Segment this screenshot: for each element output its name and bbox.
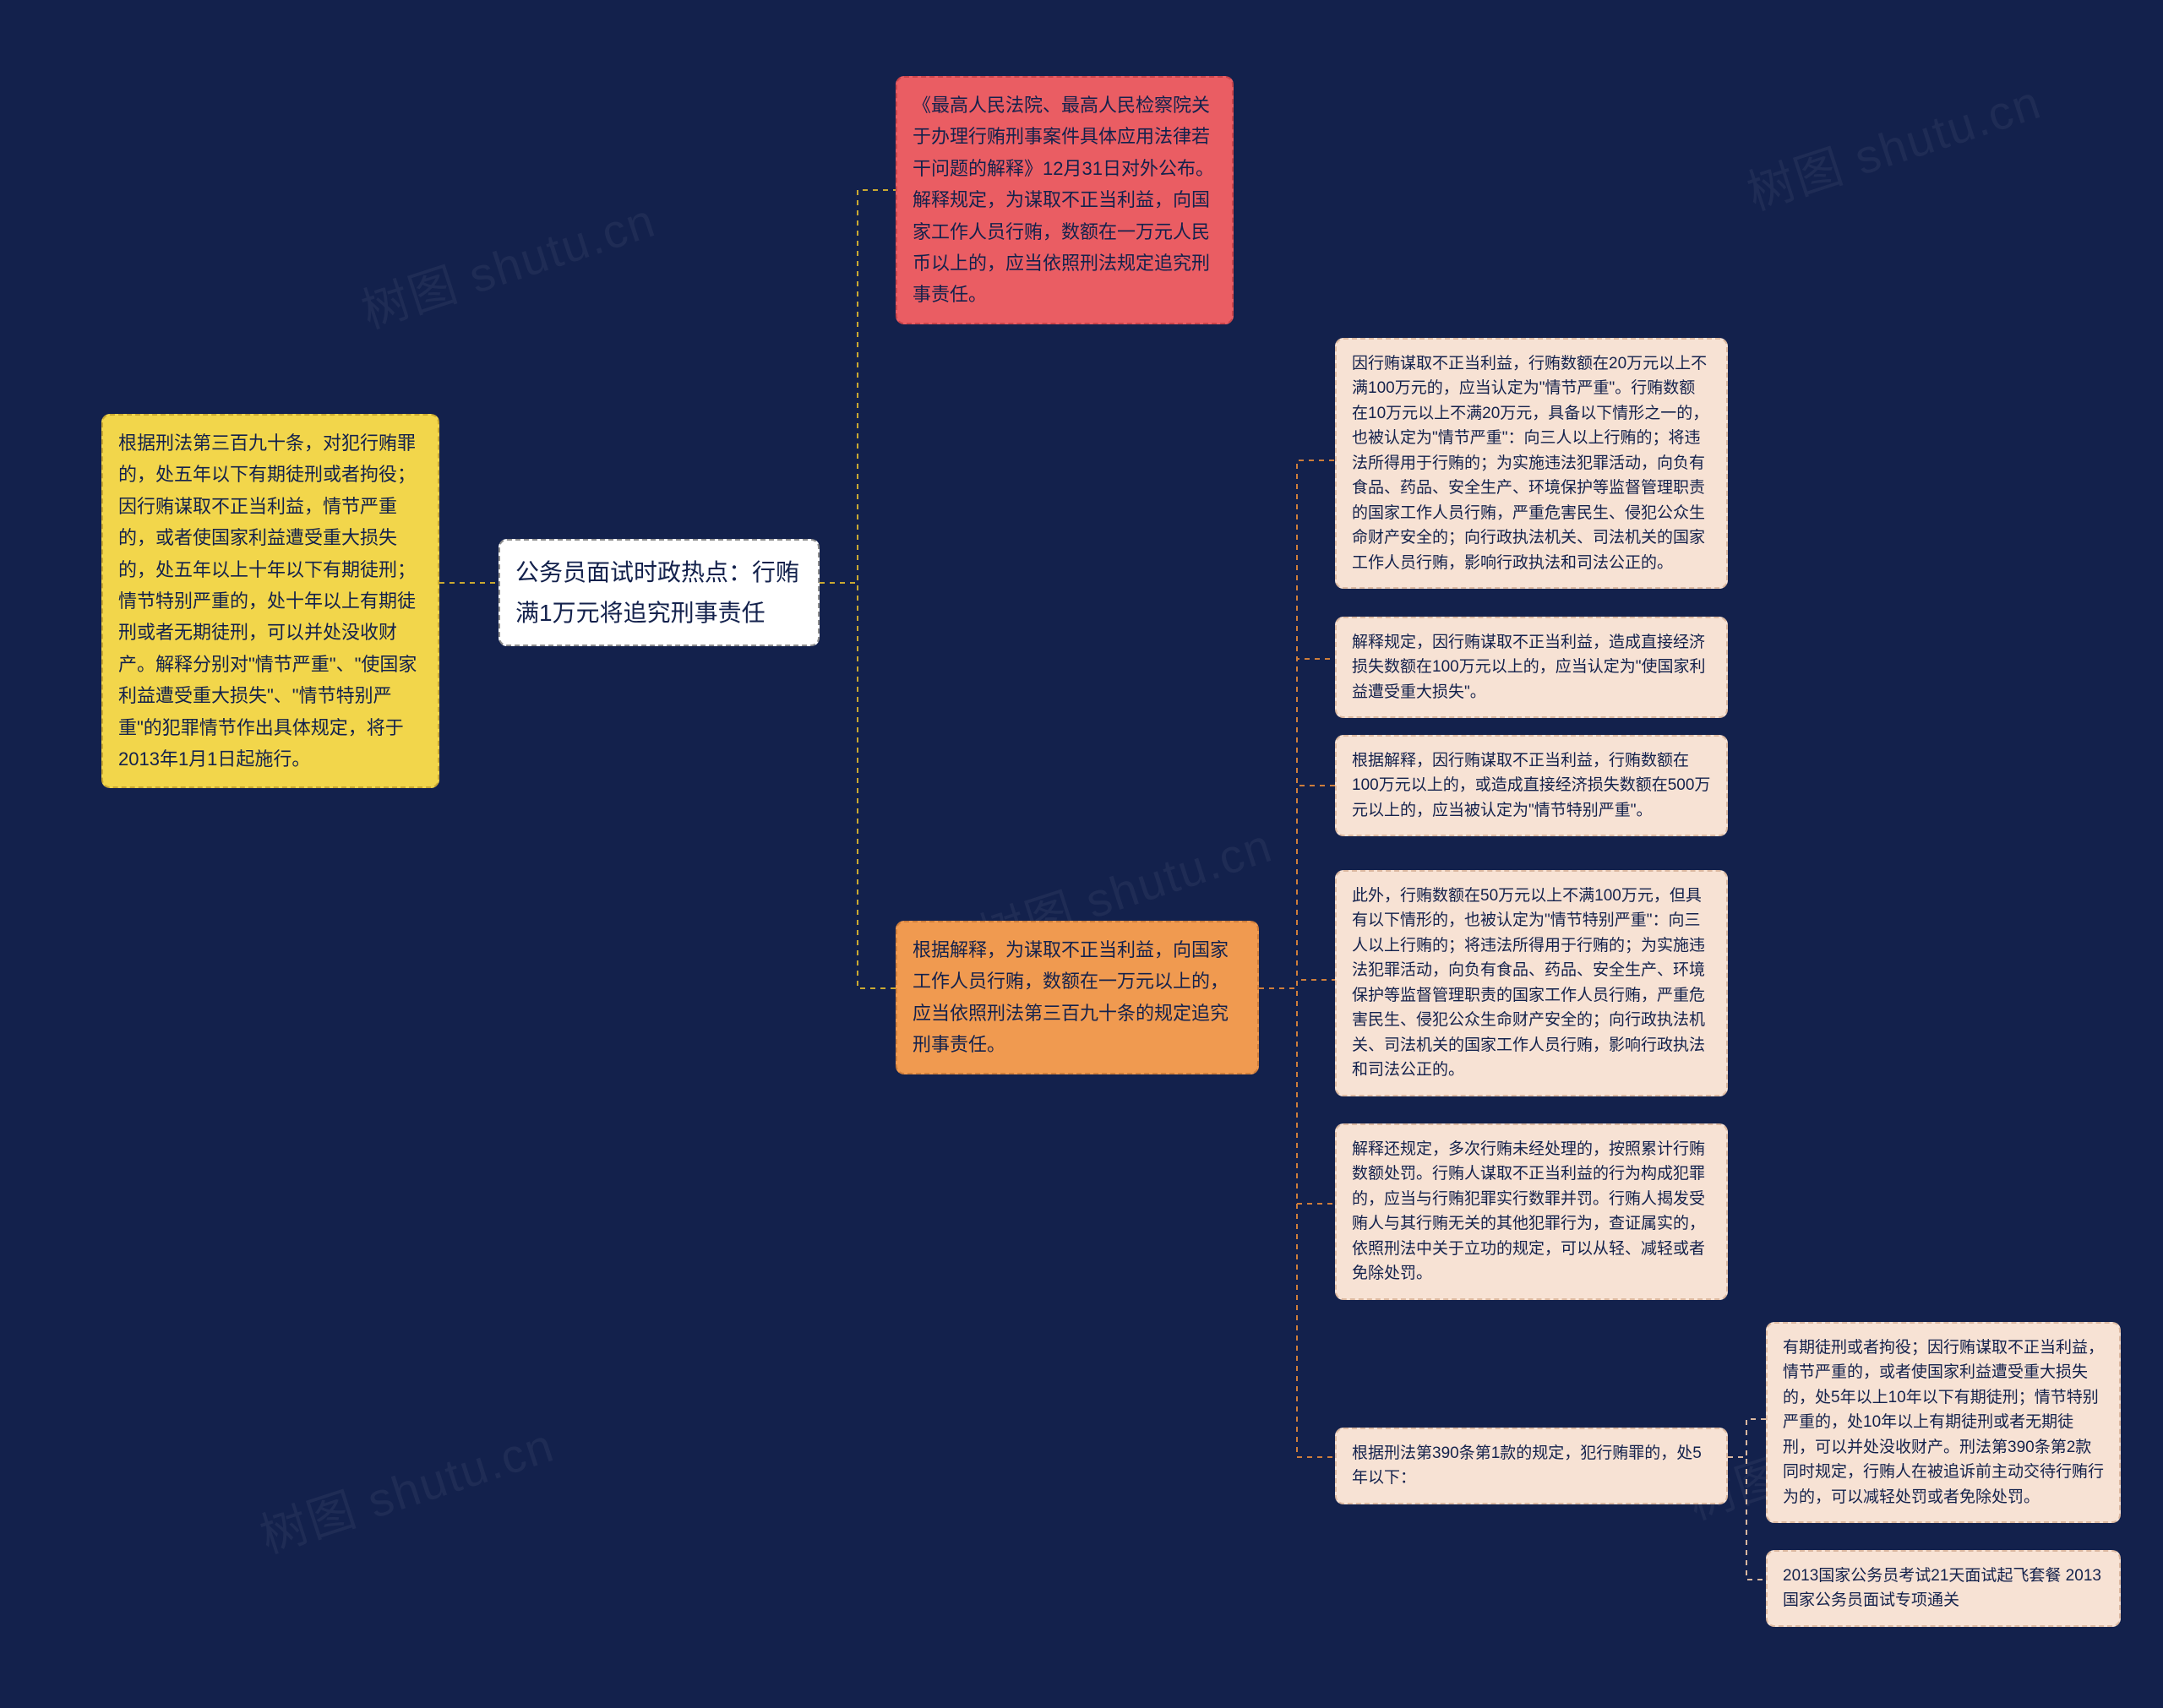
node-left-yellow: 根据刑法第三百九十条，对犯行贿罪的，处五年以下有期徒刑或者拘役；因行贿谋取不正当… bbox=[101, 414, 439, 788]
node-peach-7: 有期徒刑或者拘役；因行贿谋取不正当利益，情节严重的，或者使国家利益遭受重大损失的… bbox=[1766, 1322, 2121, 1523]
node-top-red: 《最高人民法院、最高人民检察院关于办理行贿刑事案件具体应用法律若干问题的解释》1… bbox=[896, 76, 1234, 324]
node-peach-2: 解释规定，因行贿谋取不正当利益，造成直接经济损失数额在100万元以上的，应当认定… bbox=[1335, 617, 1728, 718]
node-peach-5: 解释还规定，多次行贿未经处理的，按照累计行贿数额处罚。行贿人谋取不正当利益的行为… bbox=[1335, 1123, 1728, 1300]
node-peach-3: 根据解释，因行贿谋取不正当利益，行贿数额在100万元以上的，或造成直接经济损失数… bbox=[1335, 735, 1728, 836]
node-peach-4: 此外，行贿数额在50万元以上不满100万元，但具有以下情形的，也被认定为"情节特… bbox=[1335, 870, 1728, 1096]
node-peach-1: 因行贿谋取不正当利益，行贿数额在20万元以上不满100万元的，应当认定为"情节严… bbox=[1335, 338, 1728, 589]
node-center: 公务员面试时政热点：行贿满1万元将追究刑事责任 bbox=[499, 539, 820, 646]
node-mid-orange: 根据解释，为谋取不正当利益，向国家工作人员行贿，数额在一万元以上的，应当依照刑法… bbox=[896, 921, 1259, 1074]
watermark: 树图 shutu.cn bbox=[351, 182, 663, 342]
watermark: 树图 shutu.cn bbox=[1737, 64, 2049, 224]
watermark: 树图 shutu.cn bbox=[250, 1407, 562, 1567]
node-peach-6: 根据刑法第390条第1款的规定，犯行贿罪的，处5年以下： bbox=[1335, 1428, 1728, 1504]
node-peach-8: 2013国家公务员考试21天面试起飞套餐 2013国家公务员面试专项通关 bbox=[1766, 1550, 2121, 1627]
